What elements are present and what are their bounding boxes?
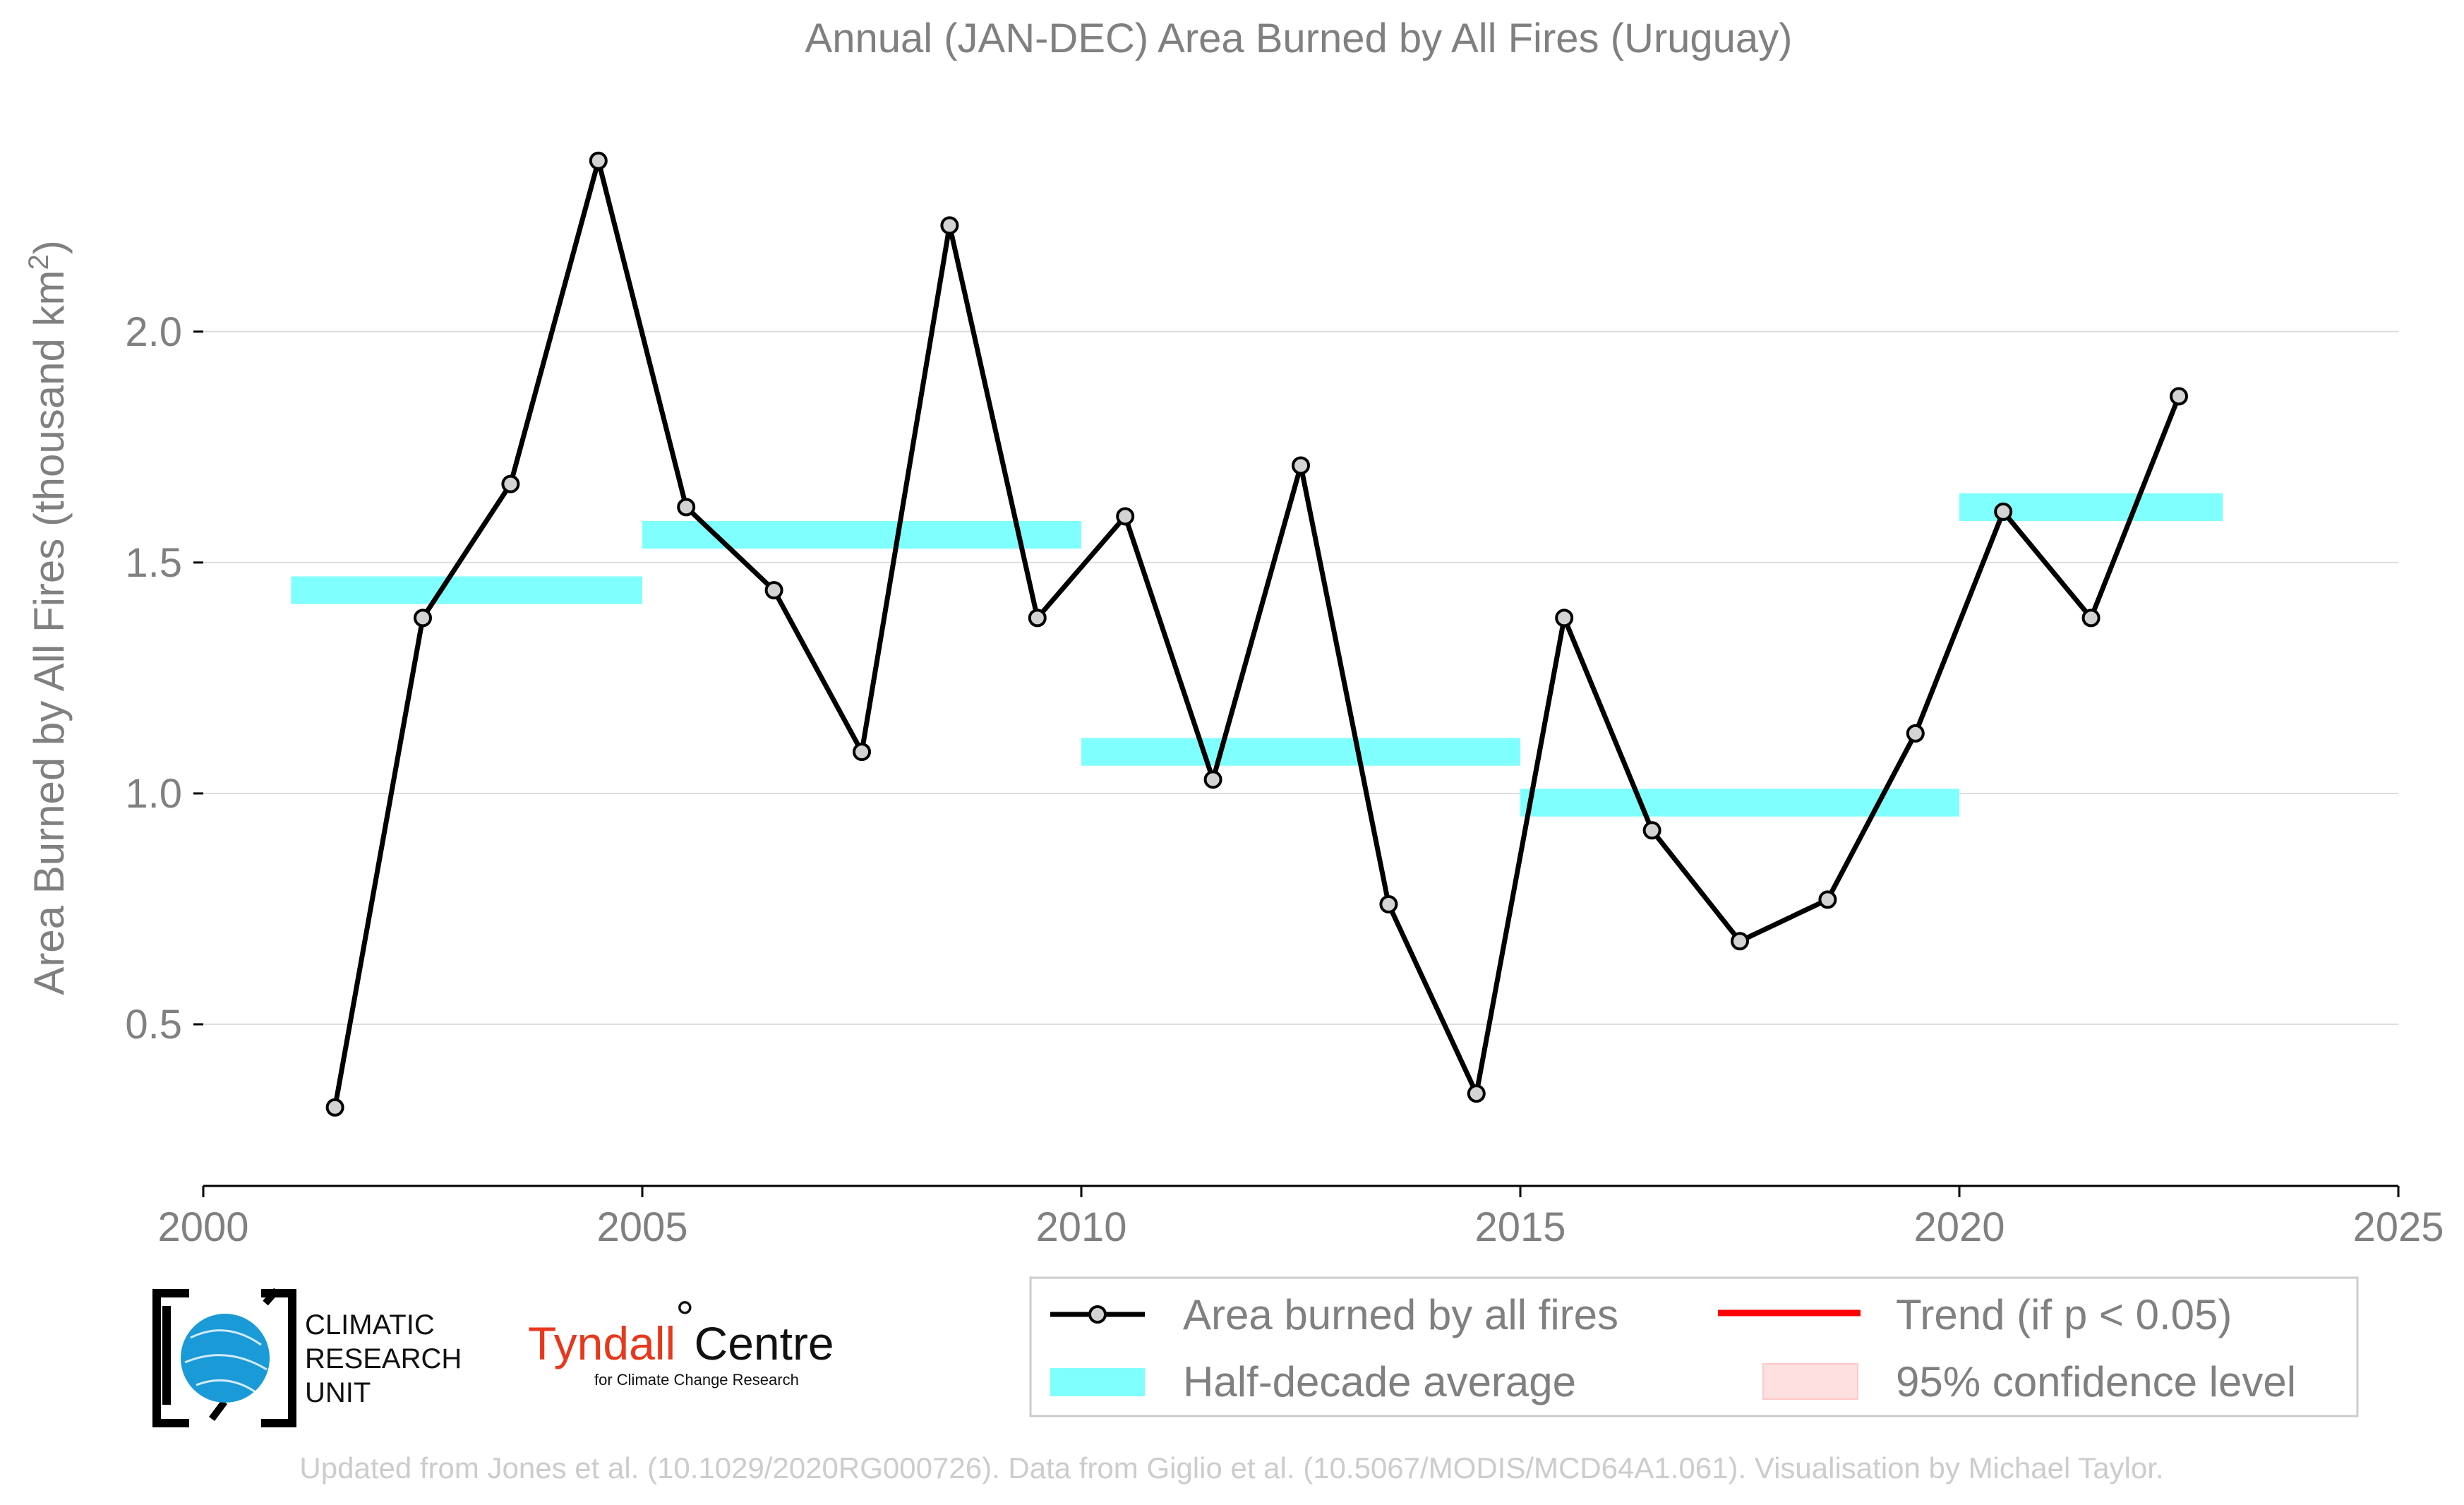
half-decade-band-3 — [1520, 789, 1959, 817]
half-decade-bands — [291, 493, 2223, 817]
tyndall-logo-centre: Centre — [695, 1317, 834, 1369]
data-point-2004.5 — [589, 151, 608, 170]
series-points — [325, 151, 2188, 1117]
data-point-2014.5 — [1467, 1084, 1486, 1103]
data-point-2003.5 — [501, 474, 520, 493]
legend-label-area-burned: Area burned by all fires — [1183, 1291, 1618, 1338]
legend-marker-icon — [1088, 1305, 1107, 1324]
series-line-group — [332, 158, 2182, 1108]
data-point-2011.5 — [1203, 770, 1222, 789]
data-point-2010.5 — [1116, 507, 1135, 526]
data-point-2012.5 — [1292, 456, 1310, 475]
data-point-2022.5 — [2170, 387, 2188, 406]
y-tick-label-2.0: 2.0 — [125, 309, 182, 355]
cru-logo: CLIMATIC RESEARCH UNIT — [152, 1288, 462, 1427]
y-axis-label: Area Burned by All Fires (thousand km2) — [23, 240, 73, 995]
y-axis-label-main: Area Burned by All Fires (thousand km — [25, 270, 73, 995]
tyndall-logo-subtitle: for Climate Change Research — [594, 1371, 799, 1389]
gridlines — [203, 330, 2398, 1026]
y-tick-label-1.5: 1.5 — [125, 540, 182, 586]
data-point-2005.5 — [677, 498, 696, 517]
data-point-2015.5 — [1555, 608, 1574, 628]
cru-logo-slash — [209, 1288, 280, 1421]
data-point-2002.5 — [414, 608, 432, 628]
legend-item-confidence: 95% confidence level — [1762, 1358, 2296, 1405]
half-decade-band-2 — [1081, 738, 1520, 766]
cru-logo-bracket-left — [152, 1289, 189, 1427]
chart-title: Annual (JAN-DEC) Area Burned by All Fire… — [805, 16, 1793, 61]
legend-item-area-burned: Area burned by all fires — [1050, 1291, 1618, 1338]
cru-logo-line-3: UNIT — [305, 1377, 371, 1408]
credit-line: Updated from Jones et al. (10.1029/2020R… — [299, 1451, 2163, 1485]
x-tick-label-2000: 2000 — [157, 1204, 248, 1250]
x-axis: 2000 2005 2010 2015 2020 2025 — [157, 1185, 2444, 1250]
data-point-2020.5 — [1994, 502, 2013, 521]
data-point-2017.5 — [1731, 932, 1749, 951]
x-tick-label-2025: 2025 — [2352, 1204, 2444, 1250]
data-point-2016.5 — [1642, 821, 1661, 840]
x-tick-label-2005: 2005 — [596, 1204, 687, 1250]
tyndall-logo-name: Tyndall — [528, 1317, 675, 1369]
tyndall-logo-degree: ° — [675, 1291, 694, 1343]
legend-label-half-decade: Half-decade average — [1183, 1358, 1576, 1405]
y-axis-label-end: ) — [25, 240, 73, 254]
y-tick-label-1.0: 1.0 — [125, 771, 182, 817]
half-decade-band-0 — [291, 576, 642, 604]
data-point-2009.5 — [1028, 608, 1047, 628]
data-point-2007.5 — [853, 743, 871, 762]
legend-label-trend: Trend (if p < 0.05) — [1896, 1291, 2232, 1338]
cru-logo-line-2: RESEARCH — [305, 1343, 462, 1374]
legend-frame — [1029, 1276, 2359, 1417]
legend-label-confidence: 95% confidence level — [1896, 1358, 2296, 1405]
x-tick-label-2020: 2020 — [1913, 1204, 2005, 1250]
legend: Area burned by all fires Trend (if p < 0… — [1029, 1276, 2359, 1417]
data-point-2021.5 — [2081, 608, 2101, 628]
y-tick-label-0.5: 0.5 — [125, 1002, 182, 1048]
data-point-2008.5 — [940, 216, 959, 235]
y-axis-label-superscript: 2 — [23, 254, 54, 270]
x-tick-label-2010: 2010 — [1035, 1204, 1126, 1250]
y-axis: 0.5 1.0 1.5 2.0 — [125, 309, 203, 1048]
data-point-2018.5 — [1818, 890, 1837, 909]
tyndall-logo-wordmark: Tyndall°Centre — [528, 1291, 834, 1369]
data-point-2006.5 — [764, 581, 783, 600]
data-point-2001.5 — [325, 1098, 344, 1117]
data-point-2013.5 — [1379, 894, 1398, 913]
cru-logo-line-1: CLIMATIC — [305, 1309, 435, 1341]
cru-logo-globe-lines — [184, 1329, 268, 1393]
data-point-2019.5 — [1906, 724, 1925, 743]
x-tick-label-2015: 2015 — [1474, 1204, 1565, 1250]
legend-item-half-decade: Half-decade average — [1050, 1358, 1576, 1405]
tyndall-logo: Tyndall°Centre for Climate Change Resear… — [528, 1291, 834, 1389]
series-line-area-burned — [332, 158, 2182, 1108]
legend-item-trend: Trend (if p < 0.05) — [1718, 1291, 2232, 1338]
